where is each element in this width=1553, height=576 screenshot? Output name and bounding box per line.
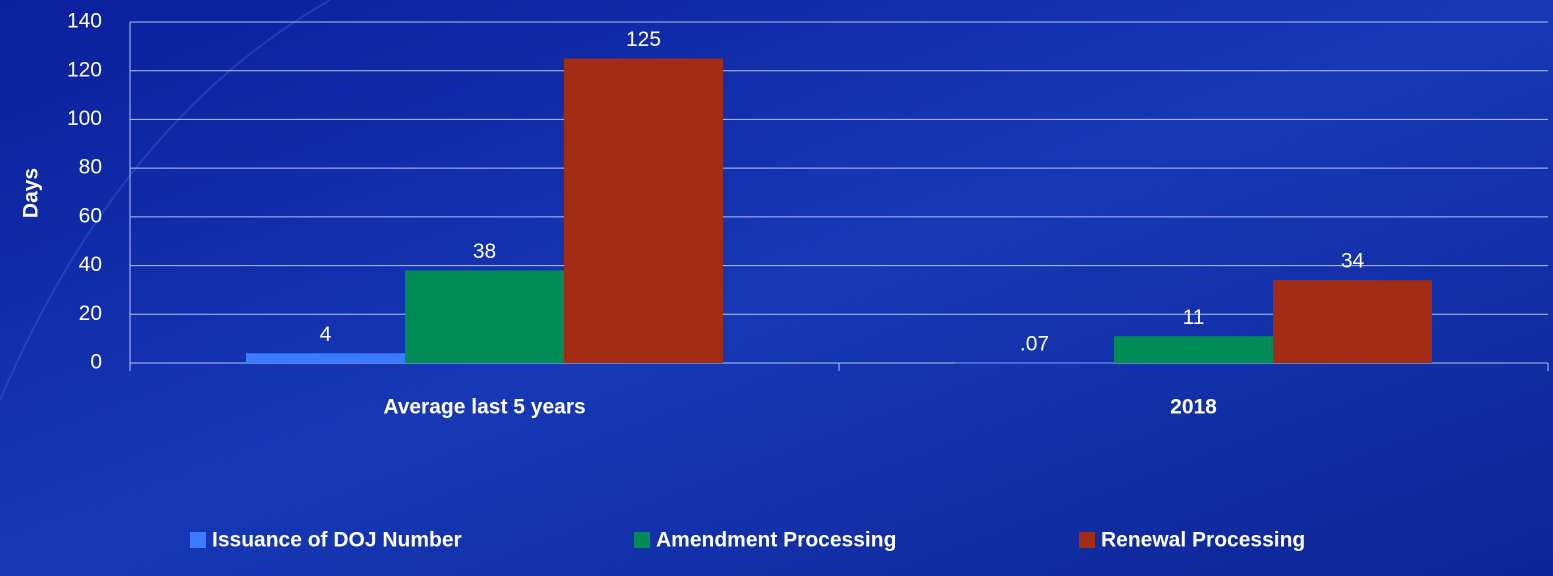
value-label: 38 [473, 240, 496, 263]
bar [955, 362, 1114, 364]
value-label: 4 [320, 323, 332, 346]
legend-label: Renewal Processing [1101, 529, 1305, 552]
value-label: 11 [1183, 306, 1205, 329]
y-tick-label: 60 [79, 204, 102, 227]
y-tick-label: 100 [67, 107, 102, 130]
x-tick-label: Average last 5 years [383, 396, 585, 419]
value-label: 125 [626, 28, 661, 51]
x-tick-label: 2018 [1170, 396, 1217, 419]
legend-swatch [634, 532, 650, 548]
bar [1273, 280, 1432, 363]
bar [1114, 336, 1273, 363]
value-label: 34 [1341, 250, 1365, 273]
y-axis-label: Days [20, 168, 43, 218]
y-tick-label: 20 [79, 302, 102, 325]
legend-swatch [190, 532, 206, 548]
bar [564, 58, 723, 364]
decoration [0, 0, 331, 401]
y-tick-label: 140 [67, 10, 102, 33]
legend-label: Amendment Processing [656, 529, 896, 552]
y-tick-label: 40 [79, 253, 102, 276]
y-tick-label: 0 [90, 351, 102, 374]
bar [246, 353, 405, 363]
value-label: .07 [1020, 332, 1049, 355]
legend-swatch [1079, 532, 1095, 548]
y-tick-label: 80 [79, 156, 102, 179]
bar [405, 270, 564, 363]
y-tick-label: 120 [67, 58, 102, 81]
legend-label: Issuance of DOJ Number [212, 529, 462, 552]
